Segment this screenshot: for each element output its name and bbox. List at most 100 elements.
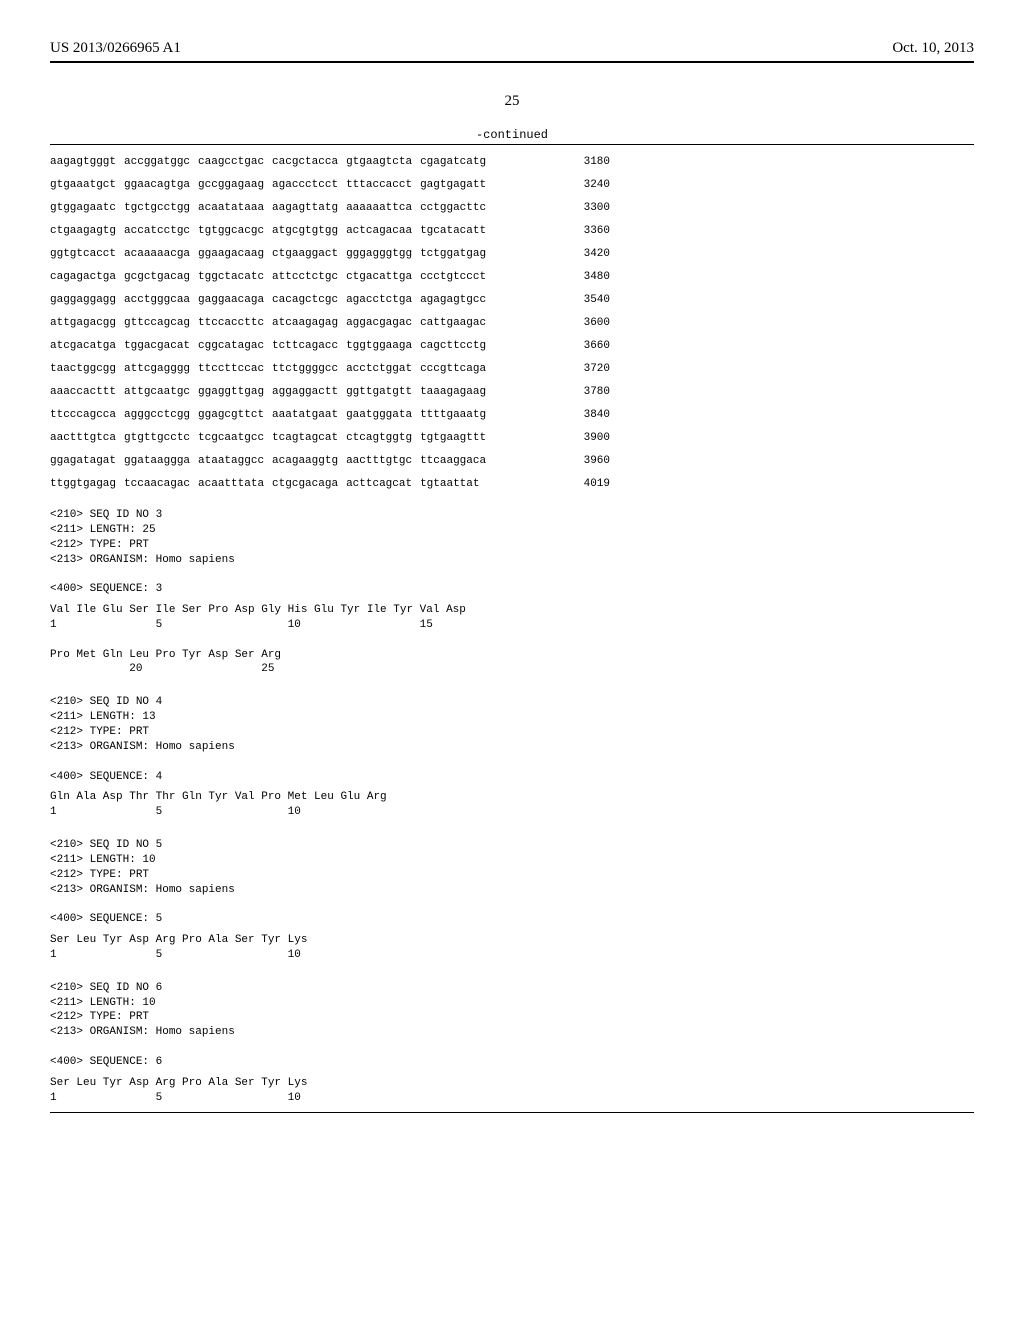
dna-position: 3960 (584, 456, 610, 467)
dna-group: acaaaaacga (124, 249, 190, 260)
dna-group: agagagtgcc (420, 295, 486, 306)
dna-group: tgctgcctgg (124, 203, 190, 214)
page-header: US 2013/0266965 A1 Oct. 10, 2013 (50, 40, 974, 57)
dna-group: tctggatgag (420, 249, 486, 260)
dna-group: ccctgtccct (420, 272, 486, 283)
dna-group: cagagactga (50, 272, 116, 283)
dna-position: 3300 (584, 203, 610, 214)
dna-group: ggttgatgtt (346, 387, 412, 398)
dna-group: cggcatagac (198, 341, 264, 352)
continued-label: -continued (50, 128, 974, 142)
dna-group: gttccagcag (124, 318, 190, 329)
dna-group: atcgacatga (50, 341, 116, 352)
dna-group: aggaggactt (272, 387, 338, 398)
dna-group: tcttcagacc (272, 341, 338, 352)
dna-position: 3420 (584, 249, 610, 260)
dna-group: tttaccacct (346, 180, 412, 191)
dna-group: cctggacttc (420, 203, 486, 214)
dna-position: 3240 (584, 180, 610, 191)
dna-group: acaatttata (198, 479, 264, 490)
dna-group: ataataggcc (198, 456, 264, 467)
seq-protein: Val Ile Glu Ser Ile Ser Pro Asp Gly His … (50, 603, 974, 677)
doc-number: US 2013/0266965 A1 (50, 40, 181, 57)
dna-groups: ttcccagccaagggcctcggggagcgttctaaatatgaat… (50, 410, 486, 421)
dna-group: attgagacgg (50, 318, 116, 329)
dna-group: taaagagaag (420, 387, 486, 398)
dna-row: atcgacatga tggacgacat cggcatagac tcttcagacc… (50, 341, 610, 352)
dna-group: atcaagagag (272, 318, 338, 329)
dna-group: cacagctcgc (272, 295, 338, 306)
dna-group: attcctctgc (272, 272, 338, 283)
dna-row: gtgaaatgctggaacagtgagccggagaagagaccctcct… (50, 180, 610, 191)
dna-group: tccaacagac (124, 479, 190, 490)
dna-row: aaaccactttattgcaatgcggaggttgagaggaggactt… (50, 387, 610, 398)
dna-group: acagaaggtg (272, 456, 338, 467)
dna-group: acctgggcaa (124, 295, 190, 306)
dna-row: ttggtgagagtccaacagacacaatttatactgcgacaga… (50, 479, 610, 490)
dna-group: gaatgggata (346, 410, 412, 421)
dna-position: 3660 (584, 341, 610, 352)
dna-group: actcagacaa (346, 226, 412, 237)
dna-groups: gtggagaatctgctgcctggacaatataaaaagagttatg… (50, 203, 486, 214)
dna-group: ttcccagcca (50, 410, 116, 421)
dna-groups: aagagtgggt accggatggc caagcctgac cacgctacca… (50, 157, 486, 168)
dna-row: taactggcggattcgaggggttccttccacttctggggcc… (50, 364, 610, 375)
dna-group: caagcctgac (198, 157, 264, 168)
dna-group: ttcaaggaca (420, 456, 486, 467)
dna-group: ttggtgagag (50, 479, 116, 490)
dna-group: aagagtgggt (50, 157, 116, 168)
dna-group: taactggcgg (50, 364, 116, 375)
dna-group: gtgaagtcta (346, 157, 412, 168)
dna-row: ggagatagatggataagggaataataggccacagaaggtg… (50, 456, 610, 467)
seq-protein: Ser Leu Tyr Asp Arg Pro Ala Ser Tyr Lys … (50, 933, 974, 963)
seq-top-rule (50, 144, 974, 145)
dna-position: 4019 (584, 479, 610, 490)
dna-group: ttccttccac (198, 364, 264, 375)
dna-group: tggacgacat (124, 341, 190, 352)
dna-group: acttcagcat (346, 479, 412, 490)
dna-position: 3780 (584, 387, 610, 398)
dna-position: 3840 (584, 410, 610, 421)
dna-group: ggaacagtga (124, 180, 190, 191)
dna-group: cacgctacca (272, 157, 338, 168)
dna-groups: atcgacatga tggacgacat cggcatagac tcttcagacc… (50, 341, 486, 352)
page-number: 25 (50, 93, 974, 110)
dna-groups: ggtgtcacctacaaaaacgaggaagacaagctgaaggact… (50, 249, 486, 260)
dna-group: ctgaagagtg (50, 226, 116, 237)
dna-group: gaggaacaga (198, 295, 264, 306)
seq-protein: Ser Leu Tyr Asp Arg Pro Ala Ser Tyr Lys … (50, 1076, 974, 1106)
dna-position: 3480 (584, 272, 610, 283)
dna-group: gtgttgcctc (124, 433, 190, 444)
dna-group: tcagtagcat (272, 433, 338, 444)
dna-groups: ggagatagatggataagggaataataggccacagaaggtg… (50, 456, 486, 467)
seq-meta: <210> SEQ ID NO 3 <211> LENGTH: 25 <212>… (50, 508, 974, 597)
dna-position: 3360 (584, 226, 610, 237)
seq-meta: <210> SEQ ID NO 6 <211> LENGTH: 10 <212>… (50, 981, 974, 1070)
dna-group: ggtgtcacct (50, 249, 116, 260)
dna-groups: taactggcggattcgaggggttccttccacttctggggcc… (50, 364, 486, 375)
dna-position: 3600 (584, 318, 610, 329)
dna-groups: gaggaggaggacctgggcaagaggaacagacacagctcgc… (50, 295, 486, 306)
dna-group: ggaagacaag (198, 249, 264, 260)
dna-sequence-block: aagagtgggt accggatggc caagcctgac cacgctacca… (50, 157, 974, 490)
dna-group: cccgttcaga (420, 364, 486, 375)
dna-row: ggtgtcacctacaaaaacgaggaagacaagctgaaggact… (50, 249, 610, 260)
dna-groups: cagagactgagcgctgacagtggctacatcattcctctgc… (50, 272, 486, 283)
dna-group: agaccctcct (272, 180, 338, 191)
dna-position: 3900 (584, 433, 610, 444)
dna-groups: ctgaagagtgaccatcctgctgtggcacgcatgcgtgtgg… (50, 226, 486, 237)
dna-group: agacctctga (346, 295, 412, 306)
dna-row: attgagacgggttccagcagttccaccttcatcaagagag… (50, 318, 610, 329)
dna-position: 3720 (584, 364, 610, 375)
dna-group: accggatggc (124, 157, 190, 168)
header-rule (50, 61, 974, 63)
seq-protein: Gln Ala Asp Thr Thr Gln Tyr Val Pro Met … (50, 790, 974, 820)
dna-group: ggagatagat (50, 456, 116, 467)
dna-row: gaggaggaggacctgggcaagaggaacagacacagctcgc… (50, 295, 610, 306)
dna-group: acaatataaa (198, 203, 264, 214)
dna-group: ctgacattga (346, 272, 412, 283)
dna-row: ttcccagccaagggcctcggggagcgttctaaatatgaat… (50, 410, 610, 421)
dna-group: aactttgtgc (346, 456, 412, 467)
dna-groups: aactttgtcagtgttgcctctcgcaatgcctcagtagcat… (50, 433, 486, 444)
sequence-entries: <210> SEQ ID NO 3 <211> LENGTH: 25 <212>… (50, 508, 974, 1106)
